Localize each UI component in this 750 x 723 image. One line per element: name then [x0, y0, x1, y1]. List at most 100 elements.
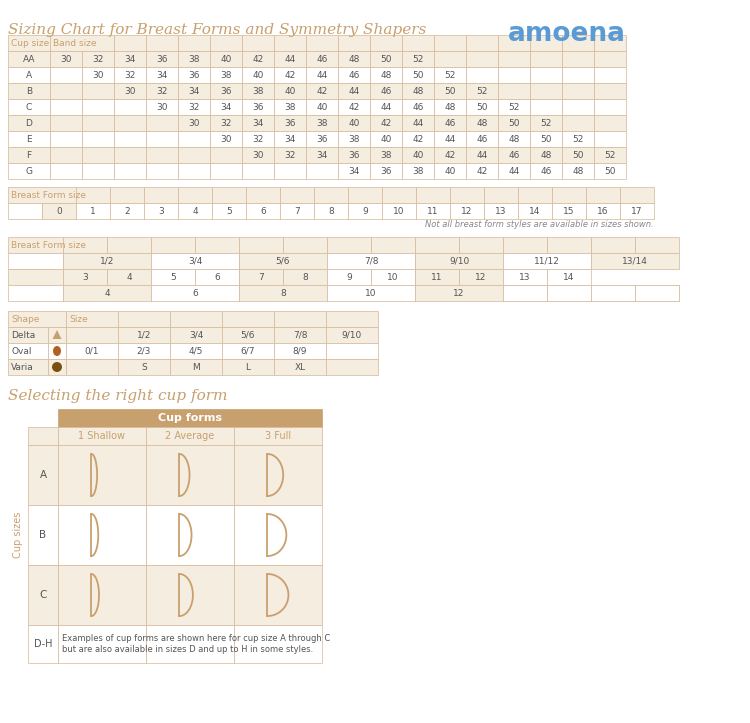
- Bar: [327, 285, 415, 301]
- Bar: [239, 237, 283, 253]
- Text: Varia: Varia: [11, 362, 34, 372]
- Bar: [8, 269, 63, 285]
- Bar: [82, 67, 114, 83]
- Text: 46: 46: [540, 166, 552, 176]
- Text: 34: 34: [284, 134, 296, 143]
- Bar: [146, 505, 234, 565]
- Bar: [466, 131, 498, 147]
- Text: 50: 50: [604, 166, 616, 176]
- Bar: [503, 285, 547, 301]
- Bar: [118, 311, 170, 327]
- Text: 48: 48: [444, 103, 456, 111]
- Bar: [415, 253, 503, 269]
- Bar: [146, 625, 234, 663]
- Bar: [283, 269, 327, 285]
- Bar: [242, 99, 274, 115]
- Text: 42: 42: [444, 150, 455, 160]
- Bar: [306, 131, 338, 147]
- Text: 48: 48: [380, 71, 392, 80]
- Bar: [591, 285, 635, 301]
- Bar: [63, 285, 151, 301]
- Bar: [498, 131, 530, 147]
- Text: 34: 34: [188, 87, 200, 95]
- Bar: [326, 327, 378, 343]
- Bar: [547, 285, 591, 301]
- Bar: [274, 115, 306, 131]
- Bar: [562, 115, 594, 131]
- Bar: [146, 51, 178, 67]
- Bar: [48, 343, 66, 359]
- Text: 2: 2: [124, 207, 130, 215]
- Bar: [562, 99, 594, 115]
- Text: C: C: [39, 590, 46, 600]
- Bar: [210, 35, 242, 51]
- Bar: [114, 115, 146, 131]
- Bar: [594, 35, 626, 51]
- Text: 14: 14: [563, 273, 574, 281]
- Bar: [107, 269, 151, 285]
- Bar: [222, 327, 274, 343]
- Bar: [242, 131, 274, 147]
- Bar: [327, 237, 371, 253]
- Bar: [591, 253, 679, 269]
- Bar: [466, 99, 498, 115]
- Bar: [110, 187, 144, 203]
- Bar: [306, 99, 338, 115]
- Bar: [146, 163, 178, 179]
- Bar: [459, 237, 503, 253]
- Bar: [434, 51, 466, 67]
- Bar: [170, 311, 222, 327]
- Bar: [466, 163, 498, 179]
- Bar: [635, 285, 679, 301]
- Bar: [402, 67, 434, 83]
- Bar: [338, 67, 370, 83]
- Bar: [498, 99, 530, 115]
- Bar: [274, 327, 326, 343]
- Text: 5: 5: [226, 207, 232, 215]
- Text: 46: 46: [509, 150, 520, 160]
- Bar: [63, 237, 107, 253]
- Bar: [28, 565, 58, 625]
- Bar: [338, 147, 370, 163]
- Text: 3/4: 3/4: [189, 330, 203, 340]
- Bar: [466, 147, 498, 163]
- Text: 2/3: 2/3: [136, 346, 152, 356]
- Bar: [370, 131, 402, 147]
- Bar: [306, 67, 338, 83]
- Bar: [402, 147, 434, 163]
- Bar: [348, 203, 382, 219]
- Bar: [82, 163, 114, 179]
- Text: 38: 38: [413, 166, 424, 176]
- Bar: [503, 253, 591, 269]
- Bar: [210, 163, 242, 179]
- Text: 11/12: 11/12: [534, 257, 560, 265]
- Bar: [8, 237, 63, 253]
- Bar: [327, 269, 371, 285]
- Bar: [28, 625, 58, 663]
- Bar: [58, 427, 146, 445]
- Bar: [242, 115, 274, 131]
- Text: B: B: [40, 530, 46, 540]
- Text: C: C: [26, 103, 32, 111]
- Text: 32: 32: [92, 54, 104, 64]
- Bar: [283, 237, 327, 253]
- Bar: [114, 67, 146, 83]
- Bar: [66, 327, 118, 343]
- Bar: [48, 359, 66, 375]
- Bar: [498, 163, 530, 179]
- Text: 30: 30: [156, 103, 168, 111]
- Text: G: G: [26, 166, 32, 176]
- Text: 46: 46: [380, 87, 392, 95]
- Bar: [594, 99, 626, 115]
- Bar: [239, 269, 283, 285]
- Bar: [58, 625, 146, 663]
- Text: 44: 44: [380, 103, 392, 111]
- Text: 42: 42: [413, 134, 424, 143]
- Bar: [562, 67, 594, 83]
- Text: A: A: [26, 71, 32, 80]
- Bar: [48, 327, 66, 343]
- Bar: [402, 51, 434, 67]
- Bar: [210, 131, 242, 147]
- Text: Cup forms: Cup forms: [158, 413, 222, 423]
- Text: 48: 48: [476, 119, 488, 127]
